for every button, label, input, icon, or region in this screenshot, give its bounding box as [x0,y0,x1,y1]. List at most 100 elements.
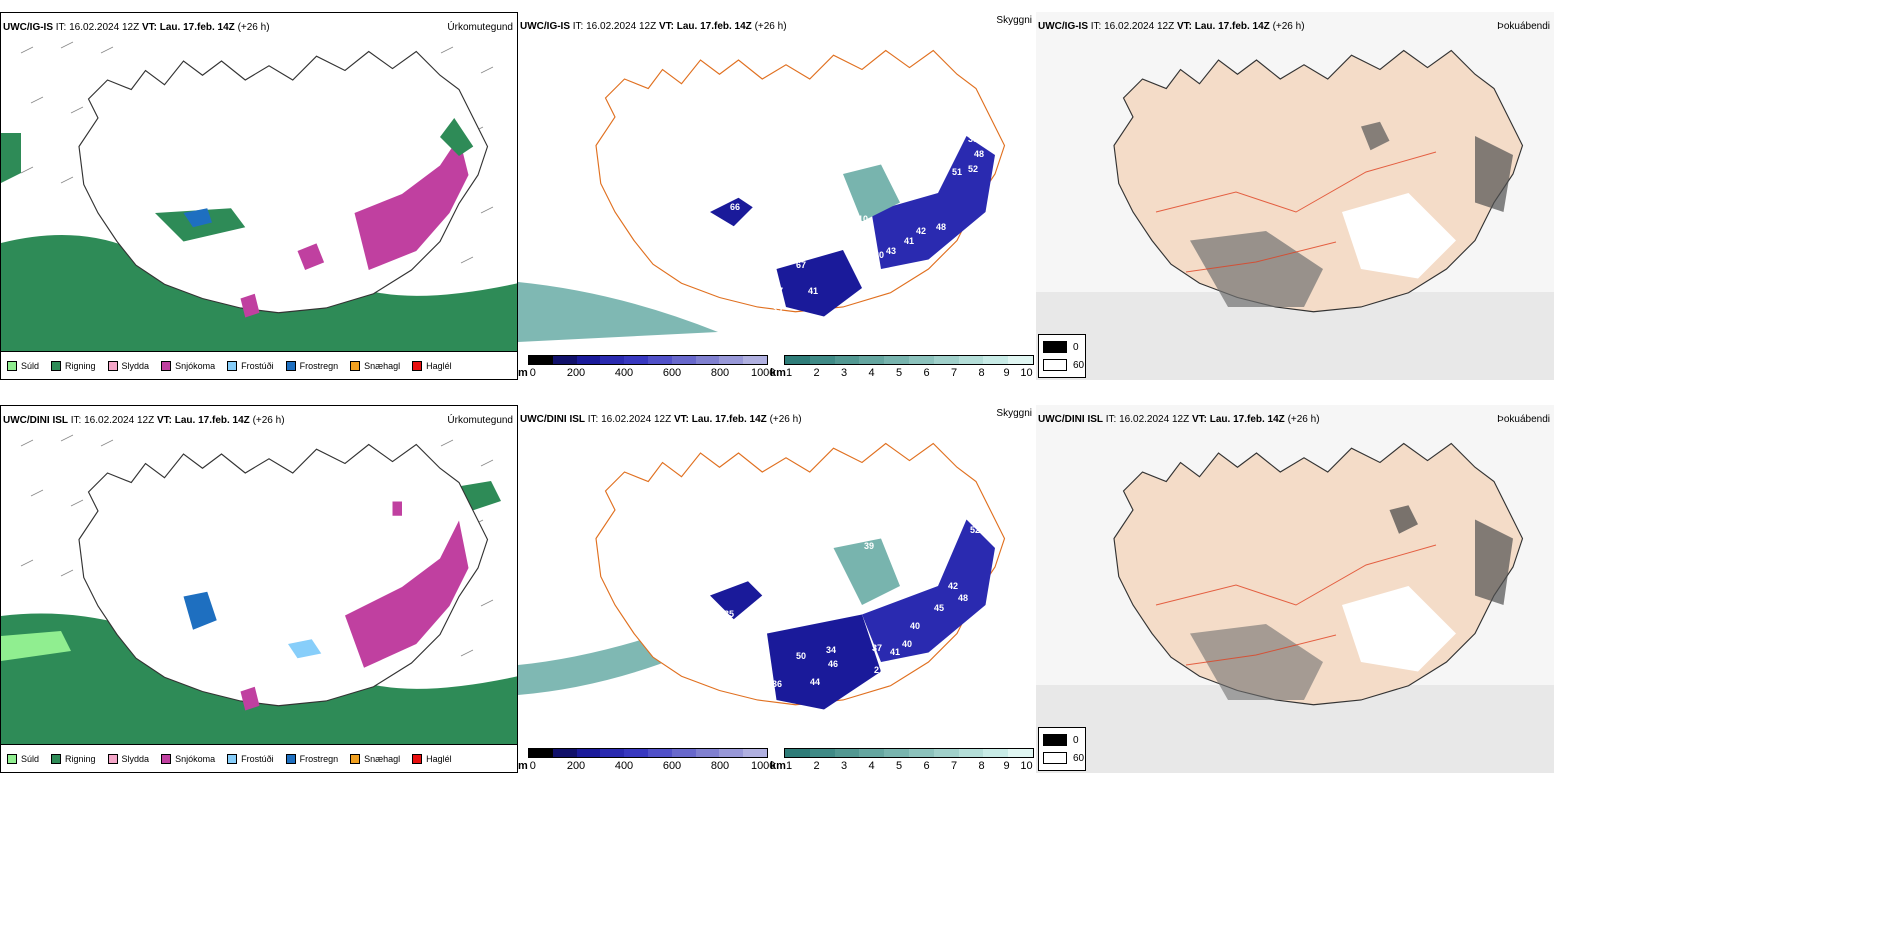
fog-legend-max: 60 [1043,752,1084,764]
meters-tick-labels: 0 200 400 600 800 1000 [529,760,776,772]
legend-item-drizzle: Súld [7,753,39,764]
svg-text:66: 66 [730,202,740,212]
legend-item-freezing-drizzle: Frostúði [227,360,274,371]
fog-panel-top: UWC/IG-IS IT: 16.02.2024 12Z VT: Lau. 17… [1036,12,1554,380]
legend-item-snow: Snjókoma [161,753,215,764]
svg-text:60: 60 [746,296,756,306]
legend-item-sleet: Slydda [107,753,149,764]
svg-text:48: 48 [858,527,868,537]
svg-text:34: 34 [826,645,836,655]
fog-legend-max: 60 [1043,359,1084,371]
legend-item-hail: Haglél [412,360,452,371]
svg-text:20: 20 [874,250,884,260]
svg-text:80: 80 [752,627,762,637]
svg-text:52: 52 [968,164,978,174]
svg-text:54: 54 [700,619,710,629]
legend-item-rain: Rigning [51,360,96,371]
svg-text:18: 18 [802,593,812,603]
svg-text:41: 41 [808,286,818,296]
fog-legend-min: 0 [1043,734,1079,746]
svg-text:67: 67 [796,260,806,270]
fog-legend: 0 60 [1038,727,1086,771]
svg-text:34: 34 [902,559,912,569]
svg-text:38: 38 [968,134,978,144]
panel-header-left: UWC/DINI ISL IT: 16.02.2024 12Z VT: Lau.… [520,414,802,425]
legend-item-rain: Rigning [51,753,96,764]
precip-type-panel-top: UWC/IG-IS IT: 16.02.2024 12Z VT: Lau. 17… [0,12,518,380]
legend-item-freezing-rain: Frostregn [285,753,338,764]
svg-text:39: 39 [874,268,884,278]
fog-map-top [1036,12,1554,380]
svg-text:52: 52 [970,525,980,535]
panel-title: Þokuábendi [1497,414,1550,425]
fog-map-bottom [1036,405,1554,773]
precip-type-legend: Súld Rigning Slydda Snjókoma Frostúði Fr… [1,351,517,379]
svg-text:47: 47 [718,222,728,232]
svg-text:44: 44 [810,677,820,687]
svg-text:39: 39 [864,541,874,551]
visibility-colorbar: m 0 200 400 600 800 1000 km 1 2 3 4 5 6 … [518,352,1036,380]
svg-text:51: 51 [952,167,962,177]
legend-item-snow-pellets: Snæhagl [350,360,400,371]
panel-header-left: UWC/IG-IS IT: 16.02.2024 12Z VT: Lau. 17… [1038,21,1305,32]
legend-item-freezing-drizzle: Frostúði [227,753,274,764]
legend-item-sleet: Slydda [107,360,149,371]
svg-text:50: 50 [796,651,806,661]
svg-text:36: 36 [772,679,782,689]
fog-panel-bottom: UWC/DINI ISL IT: 16.02.2024 12Z VT: Lau.… [1036,405,1554,773]
km-colorbar [784,355,1034,365]
legend-item-snow-pellets: Snæhagl [350,753,400,764]
svg-text:31: 31 [774,703,784,713]
panel-title: Úrkomutegund [447,22,513,33]
svg-text:48: 48 [974,149,984,159]
svg-text:77: 77 [898,116,908,126]
svg-text:48: 48 [958,593,968,603]
svg-text:41: 41 [904,236,914,246]
visibility-panel-bottom: 35 54 80 65 18 50 34 46 44 36 61 80 31 7… [518,405,1036,773]
svg-text:40: 40 [910,621,920,631]
svg-text:35: 35 [724,609,734,619]
km-unit: km [770,760,786,772]
fog-legend: 0 60 [1038,334,1086,378]
visibility-value-labels: 35 54 80 65 18 50 34 46 44 36 61 80 31 7… [700,511,980,717]
panel-title: Þokuábendi [1497,21,1550,32]
panel-header-left: UWC/DINI ISL IT: 16.02.2024 12Z VT: Lau.… [1038,414,1320,425]
legend-item-snow: Snjókoma [161,360,215,371]
svg-text:40: 40 [902,639,912,649]
svg-text:37: 37 [872,643,882,653]
panel-header-left: UWC/IG-IS IT: 16.02.2024 12Z VT: Lau. 17… [3,22,270,33]
svg-text:80: 80 [746,677,756,687]
precip-type-map-top [1,13,517,353]
svg-text:70: 70 [744,707,754,717]
svg-text:10: 10 [858,214,868,224]
meters-tick-labels: 0 200 400 600 800 1000 [529,367,776,379]
panel-header-left: UWC/IG-IS IT: 16.02.2024 12Z VT: Lau. 17… [520,21,787,32]
visibility-map-bottom: 35 54 80 65 18 50 34 46 44 36 61 80 31 7… [518,405,1036,745]
meters-unit: m [518,367,528,379]
visibility-colorbar: m 0 200 400 600 800 1000 km 1 2 3 4 5 6 … [518,745,1036,773]
panel-title: Skyggni [996,408,1032,419]
visibility-value-labels: 66 47 76 36 67 37 41 60 35 40 28 38 48 5… [698,116,984,332]
precip-type-panel-bottom: UWC/DINI ISL IT: 16.02.2024 12Z VT: Lau.… [0,405,518,773]
svg-text:45: 45 [934,603,944,613]
svg-text:27: 27 [874,665,884,675]
precip-type-legend: Súld Rigning Slydda Snjókoma Frostúði Fr… [1,744,517,772]
svg-text:57: 57 [968,511,978,521]
panel-title: Úrkomutegund [447,415,513,426]
svg-text:28: 28 [770,322,780,332]
svg-text:65: 65 [758,611,768,621]
svg-text:36: 36 [746,244,756,254]
meters-colorbar [528,355,768,365]
svg-text:42: 42 [916,226,926,236]
svg-text:42: 42 [948,581,958,591]
visibility-map-top: 66 47 76 36 67 37 41 60 35 40 28 38 48 5… [518,12,1036,352]
visibility-panel-top: 66 47 76 36 67 37 41 60 35 40 28 38 48 5… [518,12,1036,380]
km-tick-labels: 1 2 3 4 5 6 7 8 9 10 [785,367,1033,379]
legend-item-drizzle: Súld [7,360,39,371]
meters-colorbar [528,748,768,758]
svg-text:46: 46 [828,659,838,669]
svg-text:22: 22 [828,605,838,615]
panel-header-left: UWC/DINI ISL IT: 16.02.2024 12Z VT: Lau.… [3,415,285,426]
svg-text:43: 43 [886,246,896,256]
panel-title: Skyggni [996,15,1032,26]
